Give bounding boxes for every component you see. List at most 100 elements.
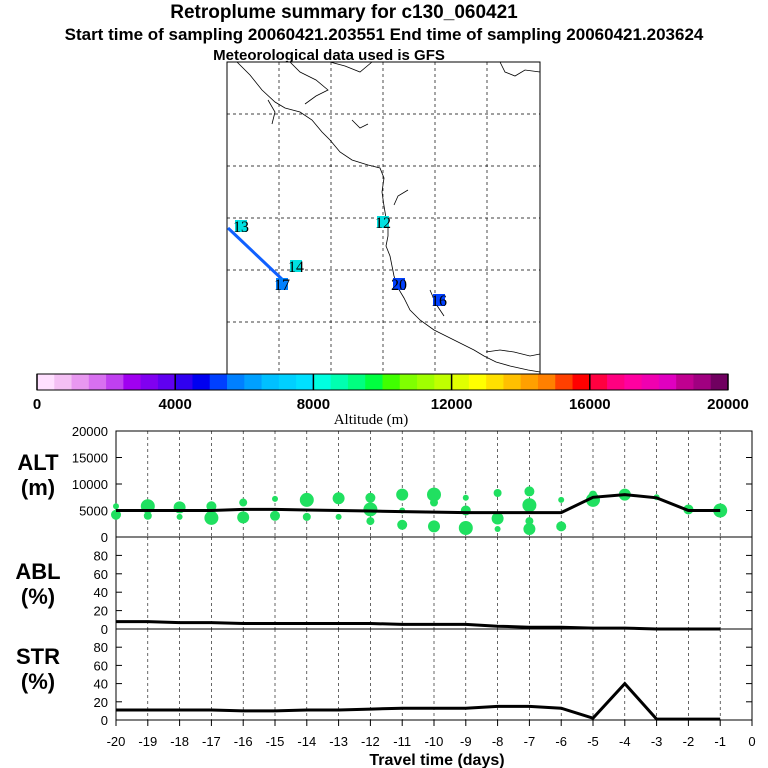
colorbar-tick-label: 20000: [707, 396, 749, 413]
series-line: [116, 681, 721, 721]
y-tick-label: 40: [94, 585, 108, 600]
colorbar-swatch: [227, 374, 245, 390]
y-tick-label: 0: [101, 530, 108, 545]
x-tick-label: -1: [714, 734, 726, 749]
scatter-point: [111, 509, 121, 520]
scatter-point: [239, 498, 248, 507]
colorbar-swatch: [157, 374, 176, 390]
colorbar-swatch: [468, 374, 487, 390]
colorbar-swatch: [244, 374, 263, 390]
scatter-point: [335, 513, 342, 520]
x-tick-label: -8: [492, 734, 504, 749]
scatter-point: [237, 511, 250, 524]
colorbar-swatch: [399, 374, 418, 390]
map-marker-label: 16: [431, 293, 447, 310]
scatter-point: [525, 517, 534, 526]
panel-unit: (%): [21, 584, 55, 609]
scatter-point: [299, 492, 314, 507]
scatter-point: [458, 520, 473, 535]
scatter-point: [272, 495, 278, 502]
colorbar-swatch: [296, 374, 314, 390]
scatter-point: [365, 492, 376, 503]
x-tick-label: -10: [425, 734, 444, 749]
scatter-point: [494, 526, 501, 533]
colorbar-swatch: [607, 374, 625, 390]
colorbar-swatch: [37, 374, 55, 390]
panel-unit: (%): [21, 669, 55, 694]
colorbar-swatch: [88, 374, 107, 390]
x-tick-label: 0: [748, 734, 755, 749]
scatter-point: [363, 502, 378, 517]
scatter-point: [397, 519, 408, 530]
trajectory-line: [226, 226, 287, 284]
panel-abl: 0 20 40 60 80 ABL(%): [15, 536, 753, 637]
x-tick-label: -19: [138, 734, 157, 749]
x-tick-label: -18: [170, 734, 189, 749]
panel-alt: 0 5000 10000 15000 20000 ALT(m): [17, 424, 753, 545]
scatter-point: [302, 512, 311, 521]
x-tick-label: -15: [266, 734, 285, 749]
x-tick-label: -2: [683, 734, 695, 749]
colorbar-tick-label: 8000: [297, 396, 330, 413]
sampling-times: Start time of sampling 20060421.203551 E…: [64, 25, 704, 44]
met-data-note: Meteorological data used is GFS: [213, 47, 445, 64]
panel-unit: (m): [21, 475, 55, 500]
x-tick-label: -5: [587, 734, 599, 749]
x-tick-label: -9: [460, 734, 472, 749]
x-tick-label: -20: [107, 734, 126, 749]
scatter-point: [558, 496, 565, 503]
colorbar-swatch: [54, 374, 73, 390]
scatter-point: [270, 510, 280, 521]
scatter-point: [462, 494, 469, 501]
panel-label: ALT: [17, 450, 59, 475]
y-tick-label: 80: [94, 640, 108, 655]
series-line: [116, 493, 721, 515]
colorbar-swatch: [520, 374, 539, 390]
colorbar-swatch: [278, 374, 297, 390]
colorbar-swatch: [347, 374, 366, 390]
y-tick-label: 20: [94, 604, 108, 619]
panel-label: STR: [16, 644, 60, 669]
scatter-point: [491, 512, 504, 525]
series-line: [116, 620, 721, 631]
x-tick-label: -3: [651, 734, 663, 749]
colorbar-tick-label: 12000: [431, 396, 473, 413]
scatter-point: [522, 498, 537, 513]
x-tick-label: -11: [393, 734, 411, 749]
colorbar-swatch: [486, 374, 504, 390]
scatter-point: [556, 521, 567, 532]
map-grid: [227, 62, 540, 374]
colorbar-swatch: [175, 374, 193, 390]
colorbar-swatch: [572, 374, 591, 390]
map-marker-label: 20: [391, 277, 407, 294]
main-title: Retroplume summary for c130_060421: [170, 2, 518, 23]
colorbar-swatch: [330, 374, 349, 390]
map-marker-12: [377, 216, 389, 228]
panel-str: 0 20 40 60 80 STR(%): [16, 628, 753, 728]
colorbar-swatch: [451, 374, 470, 390]
y-tick-label: 5000: [79, 504, 108, 519]
x-tick-label: -13: [329, 734, 348, 749]
colorbar-swatch: [434, 374, 453, 390]
x-tick-label: -17: [202, 734, 221, 749]
scatter-point: [332, 492, 345, 505]
scatter-point: [427, 487, 441, 502]
colorbar-swatch: [676, 374, 694, 390]
altitude-colorbar: 0 4000 8000 12000 16000 20000 Altitude (m): [33, 373, 749, 428]
colorbar-swatch: [209, 374, 228, 390]
map-marker-20: [393, 278, 405, 290]
map-marker-14: [290, 260, 302, 272]
colorbar-label: Altitude (m): [334, 412, 409, 428]
scatter-point: [493, 489, 502, 498]
y-tick-label: 20: [94, 695, 108, 710]
colorbar-swatch: [123, 374, 142, 390]
map-marker-16: [433, 294, 445, 306]
colorbar-swatch: [106, 374, 124, 390]
scatter-point: [396, 488, 409, 501]
scatter-point: [176, 513, 183, 520]
colorbar-swatch: [417, 374, 435, 390]
colorbar-swatch: [641, 374, 660, 390]
y-tick-label: 60: [94, 658, 108, 673]
scatter-point: [430, 498, 438, 507]
